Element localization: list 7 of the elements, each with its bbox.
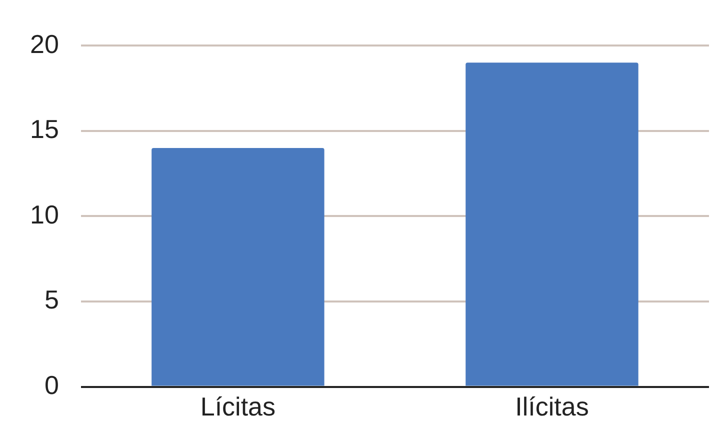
y-tick-label: 10 [30, 199, 59, 230]
x-tick-label: Lícitas [200, 392, 276, 422]
y-tick-label: 15 [30, 114, 59, 144]
y-tick-label: 20 [30, 28, 59, 59]
x-tick-label: Ilícitas [515, 392, 589, 422]
y-tick-label: 5 [44, 284, 59, 315]
y-tick-label: 0 [44, 370, 59, 400]
